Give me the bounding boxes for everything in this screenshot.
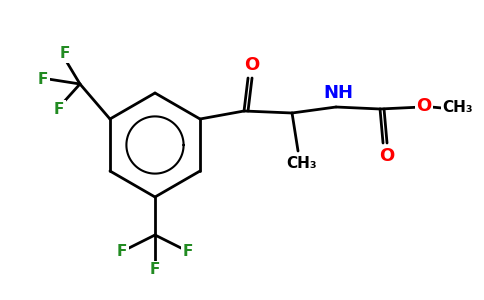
Text: O: O bbox=[244, 56, 259, 74]
Text: O: O bbox=[416, 97, 432, 115]
Text: CH₃: CH₃ bbox=[287, 157, 318, 172]
Text: F: F bbox=[117, 244, 127, 260]
Text: F: F bbox=[150, 262, 160, 278]
Text: O: O bbox=[379, 147, 394, 165]
Text: F: F bbox=[54, 101, 64, 116]
Text: F: F bbox=[183, 244, 193, 260]
Text: F: F bbox=[38, 71, 48, 86]
Text: F: F bbox=[60, 46, 70, 62]
Text: CH₃: CH₃ bbox=[443, 100, 473, 116]
Text: NH: NH bbox=[323, 84, 353, 102]
